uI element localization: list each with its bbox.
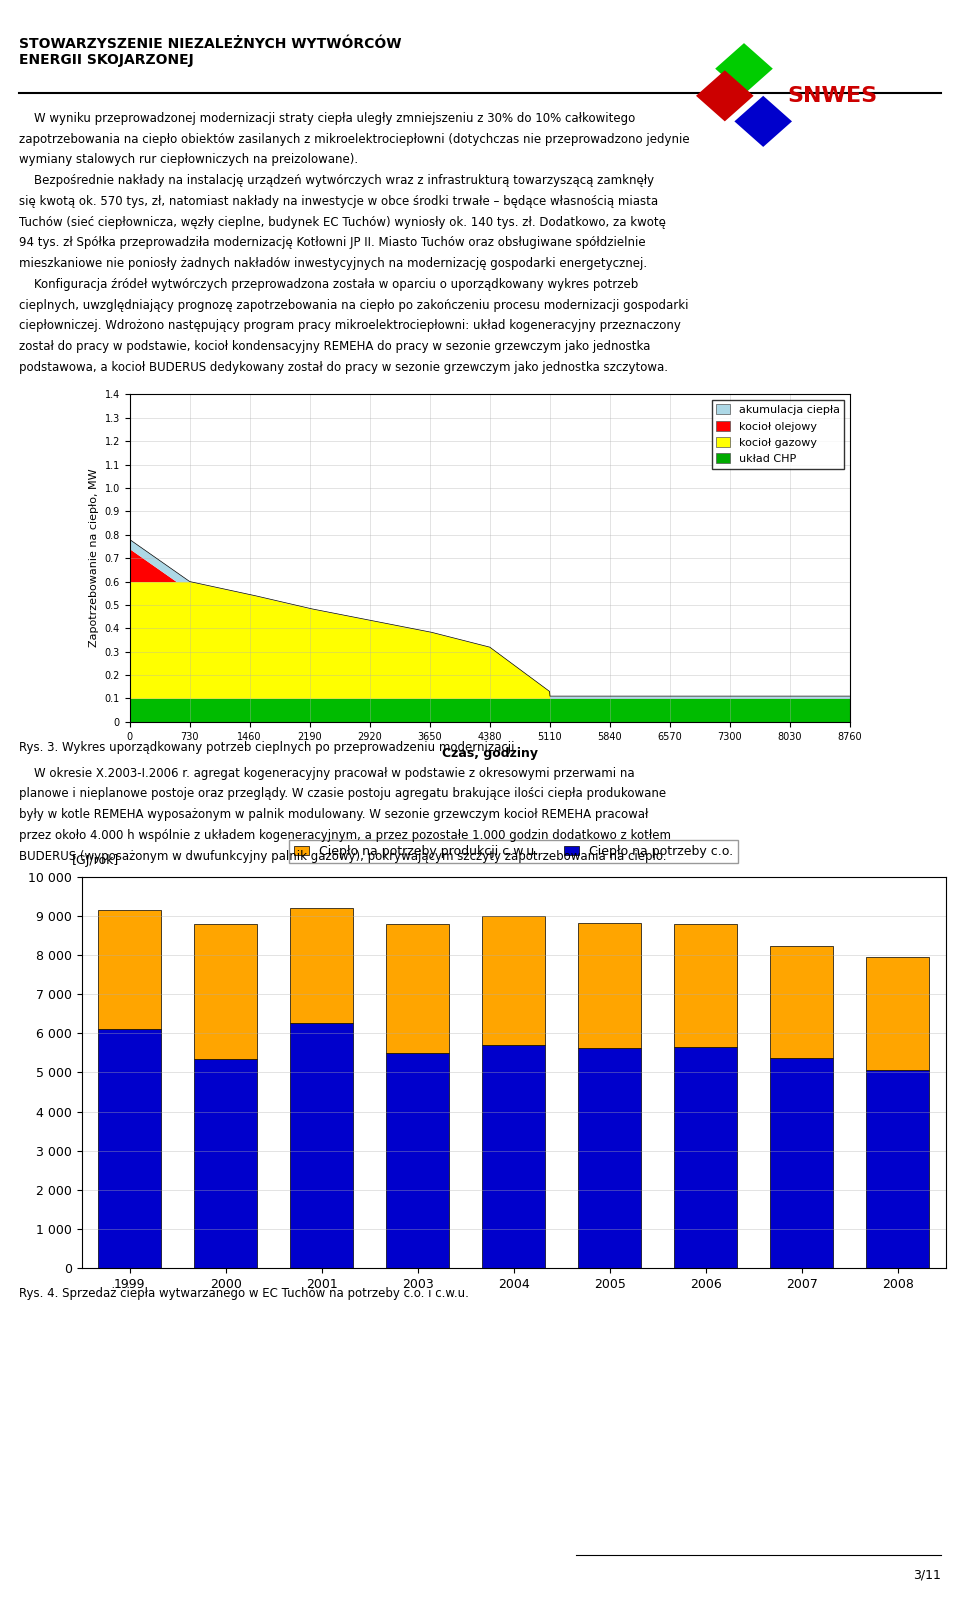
Bar bbox=[99, 910, 161, 1030]
Text: Bezpośrednie nakłady na instalację urządzeń wytwórczych wraz z infrastrukturą to: Bezpośrednie nakłady na instalację urząd… bbox=[19, 174, 655, 187]
Bar bbox=[578, 1048, 641, 1268]
Bar bbox=[482, 915, 544, 1044]
Text: Rys. 3. Wykres uporządkowany potrzeb cieplnych po przeprowadzeniu modernizacji: Rys. 3. Wykres uporządkowany potrzeb cie… bbox=[19, 741, 515, 754]
Text: W wyniku przeprowadzonej modernizacji straty ciepła uległy zmniejszeniu z 30% do: W wyniku przeprowadzonej modernizacji st… bbox=[19, 112, 636, 125]
Bar bbox=[674, 923, 737, 1048]
Bar bbox=[482, 1044, 544, 1268]
Text: ENERGII SKOJARZONEJ: ENERGII SKOJARZONEJ bbox=[19, 53, 194, 67]
Text: STOWARZYSZENIE NIEZALEŻNYCH WYTWÓRCÓW: STOWARZYSZENIE NIEZALEŻNYCH WYTWÓRCÓW bbox=[19, 37, 401, 51]
Text: cieplnych, uwzględniający prognozę zapotrzebowania na ciepło po zakończeniu proc: cieplnych, uwzględniający prognozę zapot… bbox=[19, 299, 688, 311]
Text: W okresie X.2003-I.2006 r. agregat kogeneracyjny pracował w podstawie z okresowy: W okresie X.2003-I.2006 r. agregat kogen… bbox=[19, 767, 635, 779]
Text: 94 tys. zł Spółka przeprowadziła modernizację Kotłowni JP II. Miasto Tuchów oraz: 94 tys. zł Spółka przeprowadziła moderni… bbox=[19, 236, 646, 249]
Text: SNWES: SNWES bbox=[787, 86, 877, 105]
Text: mieszkaniowe nie poniosły żadnych nakładów inwestycyjnych na modernizację gospod: mieszkaniowe nie poniosły żadnych nakład… bbox=[19, 257, 647, 270]
Text: BUDERUS (wyposażonym w dwufunkcyjny palnik gazowy), pokrywającym szczyty zapotrz: BUDERUS (wyposażonym w dwufunkcyjny paln… bbox=[19, 850, 666, 862]
Text: przez około 4.000 h wspólnie z układem kogeneracyjnym, a przez pozostałe 1.000 g: przez około 4.000 h wspólnie z układem k… bbox=[19, 829, 671, 842]
Text: planowe i nieplanowe postoje oraz przeglądy. W czasie postoju agregatu brakujące: planowe i nieplanowe postoje oraz przegl… bbox=[19, 787, 666, 800]
Legend: Ciepło na potrzeby produkcji c.w.u., Ciepło na potrzeby c.o.: Ciepło na potrzeby produkcji c.w.u., Cie… bbox=[289, 840, 738, 862]
Y-axis label: Zapotrzebowanie na ciepło, MW: Zapotrzebowanie na ciepło, MW bbox=[89, 470, 99, 647]
Text: Konfiguracja źródeł wytwórczych przeprowadzona została w oparciu o uporządkowany: Konfiguracja źródeł wytwórczych przeprow… bbox=[19, 278, 638, 291]
X-axis label: Czas, godziny: Czas, godziny bbox=[442, 747, 538, 760]
Text: [GJ/rok]: [GJ/rok] bbox=[72, 854, 119, 867]
Text: zapotrzebowania na ciepło obiektów zasilanych z mikroelektrociepłowni (dotychcza: zapotrzebowania na ciepło obiektów zasil… bbox=[19, 133, 690, 145]
Text: się kwotą ok. 570 tys, zł, natomiast nakłady na inwestycje w obce środki trwałe : się kwotą ok. 570 tys, zł, natomiast nak… bbox=[19, 195, 659, 208]
Text: został do pracy w podstawie, kocioł kondensacyjny REMEHA do pracy w sezonie grze: został do pracy w podstawie, kocioł kond… bbox=[19, 340, 651, 353]
Text: 3/11: 3/11 bbox=[913, 1568, 941, 1581]
Polygon shape bbox=[696, 70, 754, 121]
Bar bbox=[770, 1057, 832, 1268]
Text: ciepłowniczej. Wdrożono następujący program pracy mikroelektrociepłowni: układ k: ciepłowniczej. Wdrożono następujący prog… bbox=[19, 319, 681, 332]
Bar bbox=[770, 947, 832, 1057]
Bar bbox=[386, 1052, 448, 1268]
Text: Tuchów (sieć ciepłownicza, węzły cieplne, budynek EC Tuchów) wyniosły ok. 140 ty: Tuchów (sieć ciepłownicza, węzły cieplne… bbox=[19, 216, 666, 228]
Text: były w kotle REMEHA wyposażonym w palnik modulowany. W sezonie grzewczym kocioł : były w kotle REMEHA wyposażonym w palnik… bbox=[19, 808, 649, 821]
Text: podstawowa, a kocioł BUDERUS dedykowany został do pracy w sezonie grzewczym jako: podstawowa, a kocioł BUDERUS dedykowany … bbox=[19, 361, 668, 374]
Bar bbox=[866, 1070, 928, 1268]
Bar bbox=[99, 1030, 161, 1268]
Bar bbox=[291, 1024, 353, 1268]
Bar bbox=[195, 925, 257, 1059]
Bar bbox=[195, 1059, 257, 1268]
Polygon shape bbox=[734, 96, 792, 147]
Bar bbox=[578, 923, 641, 1048]
Legend: akumulacja ciepła, kocioł olejowy, kocioł gazowy, układ CHP: akumulacja ciepła, kocioł olejowy, kocio… bbox=[712, 399, 844, 468]
Bar bbox=[866, 957, 928, 1070]
Polygon shape bbox=[715, 43, 773, 94]
Bar bbox=[291, 909, 353, 1024]
Text: wymiany stalowych rur ciepłowniczych na preizolowane).: wymiany stalowych rur ciepłowniczych na … bbox=[19, 153, 358, 166]
Bar bbox=[386, 923, 448, 1052]
Text: Rys. 4. Sprzedaż ciepła wytwarzanego w EC Tuchów na potrzeby c.o. i c.w.u.: Rys. 4. Sprzedaż ciepła wytwarzanego w E… bbox=[19, 1287, 469, 1300]
Bar bbox=[674, 1048, 737, 1268]
